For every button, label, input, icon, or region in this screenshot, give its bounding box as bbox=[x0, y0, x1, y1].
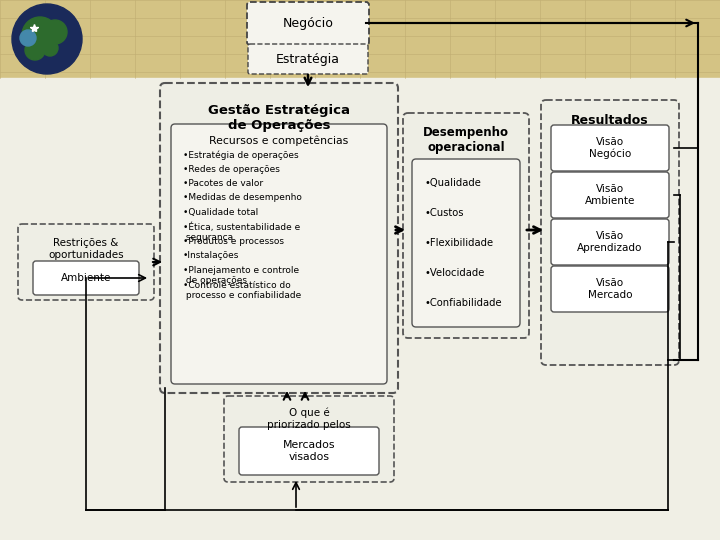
Text: Ambiente: Ambiente bbox=[60, 273, 111, 283]
Bar bbox=[0, 0, 720, 78]
FancyBboxPatch shape bbox=[160, 83, 398, 393]
Text: Visão
Negócio: Visão Negócio bbox=[589, 137, 631, 159]
Ellipse shape bbox=[12, 4, 82, 74]
Circle shape bbox=[25, 40, 45, 60]
Text: Visão
Aprendizado: Visão Aprendizado bbox=[577, 231, 643, 253]
Text: •Estratégia de operações: •Estratégia de operações bbox=[183, 150, 299, 159]
FancyBboxPatch shape bbox=[403, 113, 529, 338]
Text: •Redes de operações: •Redes de operações bbox=[183, 165, 280, 173]
Text: O que é
priorizado pelos: O que é priorizado pelos bbox=[267, 408, 351, 430]
Text: Mercados
visados: Mercados visados bbox=[283, 440, 336, 462]
Bar bbox=[0, 78, 720, 540]
Circle shape bbox=[43, 20, 67, 44]
Text: •Qualidade: •Qualidade bbox=[424, 178, 481, 188]
Text: •Produtos e processos: •Produtos e processos bbox=[183, 237, 284, 246]
FancyBboxPatch shape bbox=[551, 266, 669, 312]
Text: •Instalações: •Instalações bbox=[183, 252, 239, 260]
Text: de operações: de operações bbox=[183, 276, 247, 285]
Circle shape bbox=[22, 17, 58, 53]
Text: Visão
Mercado: Visão Mercado bbox=[588, 278, 632, 300]
FancyBboxPatch shape bbox=[412, 159, 520, 327]
Text: Restrições &
oportunidades: Restrições & oportunidades bbox=[48, 238, 124, 260]
FancyBboxPatch shape bbox=[551, 219, 669, 265]
FancyBboxPatch shape bbox=[33, 261, 139, 295]
FancyBboxPatch shape bbox=[239, 427, 379, 475]
Text: •Medidas de desempenho: •Medidas de desempenho bbox=[183, 193, 302, 202]
Text: Visão
Ambiente: Visão Ambiente bbox=[585, 184, 635, 206]
Text: Resultados: Resultados bbox=[571, 114, 649, 127]
Text: Recursos e competências: Recursos e competências bbox=[210, 135, 348, 145]
Circle shape bbox=[42, 40, 58, 56]
Text: •Custos: •Custos bbox=[424, 208, 464, 218]
Circle shape bbox=[20, 30, 36, 46]
FancyBboxPatch shape bbox=[551, 172, 669, 218]
Text: •Controle estatístico do: •Controle estatístico do bbox=[183, 280, 291, 289]
Text: •Pacotes de valor: •Pacotes de valor bbox=[183, 179, 263, 188]
Text: Estratégia: Estratégia bbox=[276, 52, 340, 65]
Text: •Planejamento e controle: •Planejamento e controle bbox=[183, 266, 299, 275]
FancyBboxPatch shape bbox=[224, 396, 394, 482]
Text: •Flexibilidade: •Flexibilidade bbox=[424, 238, 493, 248]
Text: •Velocidade: •Velocidade bbox=[424, 268, 485, 278]
FancyBboxPatch shape bbox=[18, 224, 154, 300]
Text: segurança: segurança bbox=[183, 233, 233, 241]
Text: •Ética, sustentabilidade e: •Ética, sustentabilidade e bbox=[183, 222, 300, 232]
FancyBboxPatch shape bbox=[171, 124, 387, 384]
Text: processo e confiabilidade: processo e confiabilidade bbox=[183, 291, 301, 300]
FancyBboxPatch shape bbox=[248, 44, 368, 74]
Text: Negócio: Negócio bbox=[282, 17, 333, 30]
FancyBboxPatch shape bbox=[247, 2, 369, 45]
Text: •Confiabilidade: •Confiabilidade bbox=[424, 298, 502, 308]
Text: •Qualidade total: •Qualidade total bbox=[183, 208, 258, 217]
FancyBboxPatch shape bbox=[541, 100, 679, 365]
Text: Gestão Estratégica
de Operações: Gestão Estratégica de Operações bbox=[208, 104, 350, 132]
FancyBboxPatch shape bbox=[551, 125, 669, 171]
Text: Desempenho
operacional: Desempenho operacional bbox=[423, 126, 509, 154]
